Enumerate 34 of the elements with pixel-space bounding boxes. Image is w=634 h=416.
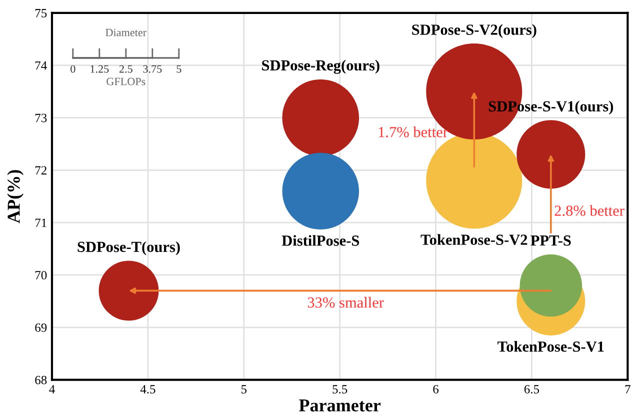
series-label: SDPose-S-V2(ours) xyxy=(412,24,536,38)
series-label: PPT-S xyxy=(530,235,571,246)
y-axis-title: AP(%) xyxy=(7,170,24,224)
annotation: 3.75 xyxy=(143,65,162,73)
annotation: Diameter xyxy=(106,28,146,36)
y-tick-label: 68 xyxy=(35,376,47,384)
annotation: 1.25 xyxy=(90,65,109,73)
y-tick-label: 72 xyxy=(35,166,46,174)
x-tick-label: 6 xyxy=(433,385,439,394)
x-tick-label: 5 xyxy=(241,385,247,394)
series-label: SDPose-Reg(ours) xyxy=(262,60,380,74)
y-tick-label: 71 xyxy=(35,218,46,227)
y-tick-label: 74 xyxy=(35,61,47,70)
x-tick-label: 7 xyxy=(625,385,630,394)
annotation: 33% smaller xyxy=(308,296,384,308)
annotation: 2.8% better xyxy=(554,205,624,216)
x-axis-title: Parameter xyxy=(299,399,381,412)
y-tick-label: 73 xyxy=(35,114,47,122)
series-label: TokenPose-S-V1 xyxy=(498,341,604,352)
annotation: 5 xyxy=(176,65,182,73)
annotation: 2.5 xyxy=(119,65,132,73)
annotation: GFLOPs xyxy=(106,78,146,86)
series-label: TokenPose-S-V2 xyxy=(420,234,528,246)
series-label: DistilPose-S xyxy=(282,235,360,246)
x-tick-label: 5.5 xyxy=(332,385,348,394)
series-label: SDPose-T(ours) xyxy=(78,241,180,256)
x-tick-label: 4.5 xyxy=(140,385,156,394)
y-tick-label: 69 xyxy=(35,323,47,332)
y-tick-label: 70 xyxy=(35,271,47,280)
y-tick-label: 75 xyxy=(35,9,47,18)
x-tick-label: 6.5 xyxy=(524,385,540,394)
x-tick-label: 4 xyxy=(49,385,55,394)
annotation: 0 xyxy=(70,65,76,73)
annotation: 1.7% better xyxy=(378,126,448,138)
